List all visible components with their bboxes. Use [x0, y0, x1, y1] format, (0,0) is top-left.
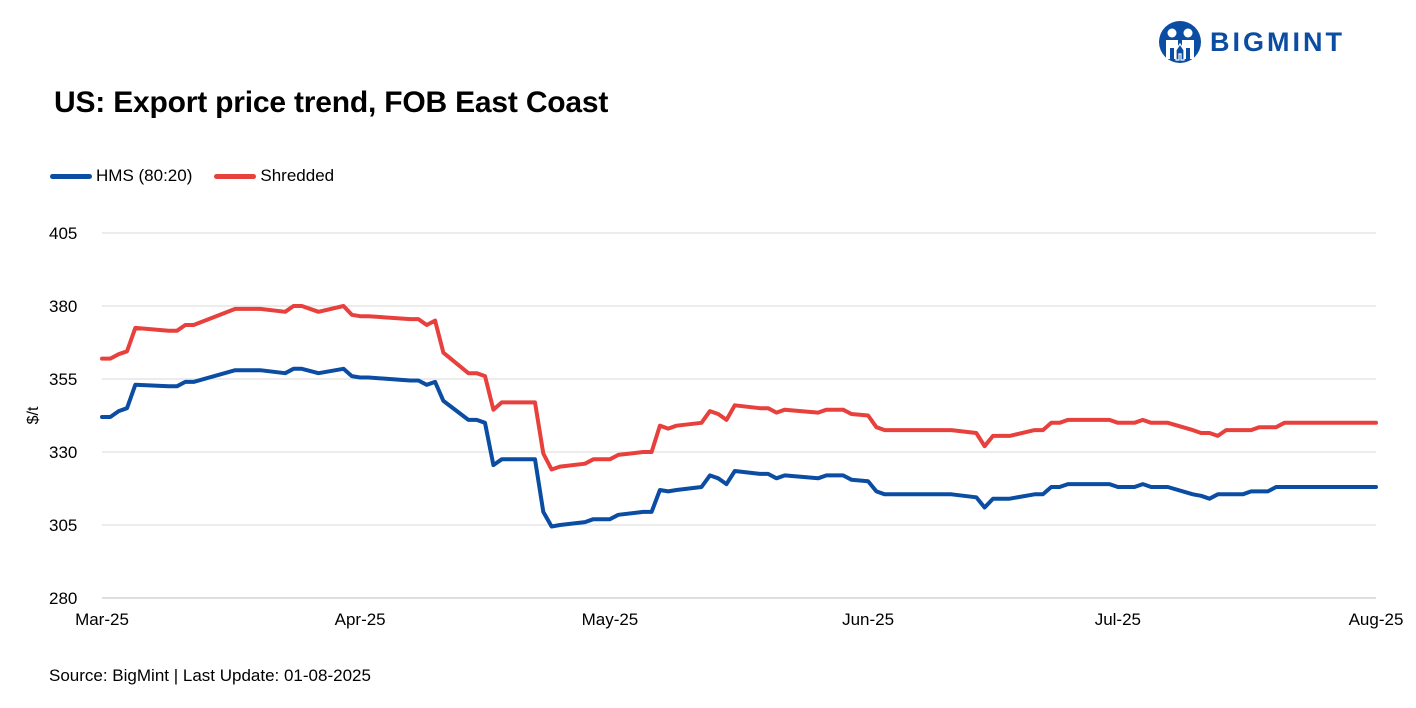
legend-item-hms: HMS (80:20): [50, 166, 192, 186]
chart-legend: HMS (80:20) Shredded: [50, 166, 356, 186]
y-tick-label-405: 405: [49, 224, 77, 243]
source-note: Source: BigMint | Last Update: 01-08-202…: [49, 666, 371, 685]
legend-label-hms: HMS (80:20): [96, 166, 193, 185]
legend-swatch-hms: [50, 173, 92, 179]
y-tick-label-280: 280: [49, 589, 77, 608]
bigmint-people-logo-icon: [1159, 21, 1201, 63]
x-tick-label-0: Mar-25: [75, 610, 129, 629]
y-tick-label-380: 380: [49, 297, 77, 316]
x-tick-label-4: Jul-25: [1095, 610, 1141, 629]
brand-logo: BIGMINT: [1158, 20, 1345, 64]
y-axis-label: $/t: [25, 406, 42, 424]
y-tick-label-330: 330: [49, 443, 77, 462]
x-tick-label-1: Apr-25: [335, 610, 386, 629]
legend-item-shredded: Shredded: [214, 166, 334, 186]
y-tick-label-355: 355: [49, 370, 77, 389]
y-tick-label-305: 305: [49, 516, 77, 535]
series-line-1: [100, 304, 1378, 472]
series-line-0: [100, 366, 1378, 529]
x-tick-label-5: Aug-25: [1349, 610, 1404, 629]
x-tick-label-2: May-25: [582, 610, 639, 629]
legend-swatch-shredded: [214, 173, 257, 179]
x-tick-label-3: Jun-25: [842, 610, 894, 629]
chart-title: US: Export price trend, FOB East Coast: [54, 86, 609, 119]
legend-label-shredded: Shredded: [260, 166, 335, 185]
brand-name: BIGMINT: [1210, 26, 1345, 57]
